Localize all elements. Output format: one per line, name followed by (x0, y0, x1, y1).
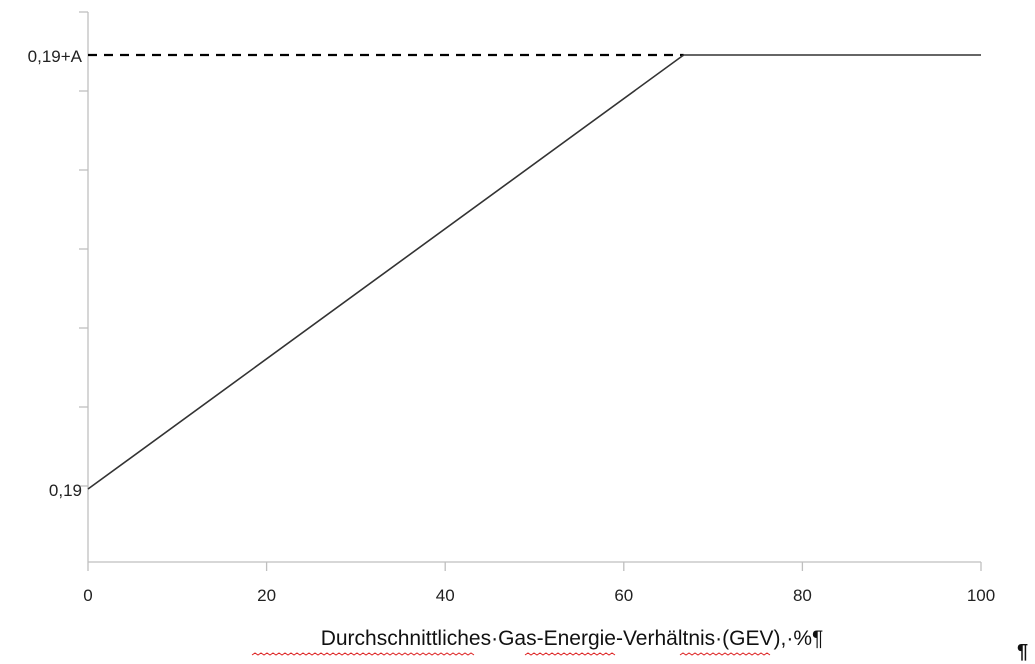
x-tick-label: 80 (793, 586, 812, 605)
x-axis-label: Durchschnittliches·Gas-Energie-Verhältni… (321, 627, 824, 650)
tick-labels: 0 20 40 60 80 100 0,19 0,19+A (28, 47, 996, 605)
x-tick-label: 60 (614, 586, 633, 605)
y-tick-label: 0,19 (49, 481, 82, 500)
spellcheck-squiggle (524, 652, 616, 656)
x-tick-label: 0 (83, 586, 92, 605)
x-tick-label: 100 (967, 586, 995, 605)
spellcheck-squiggle (251, 652, 475, 656)
x-tick-label: 40 (436, 586, 455, 605)
spellcheck-squiggle (679, 652, 771, 656)
spellcheck-underlines (251, 652, 771, 656)
stray-pilcrow-mark: ¶ (1017, 641, 1029, 663)
series-line (87, 54, 981, 490)
y-tick-label: 0,19+A (28, 47, 83, 66)
axes (79, 11, 982, 571)
x-tick-label: 20 (257, 586, 276, 605)
series-group (87, 54, 981, 490)
